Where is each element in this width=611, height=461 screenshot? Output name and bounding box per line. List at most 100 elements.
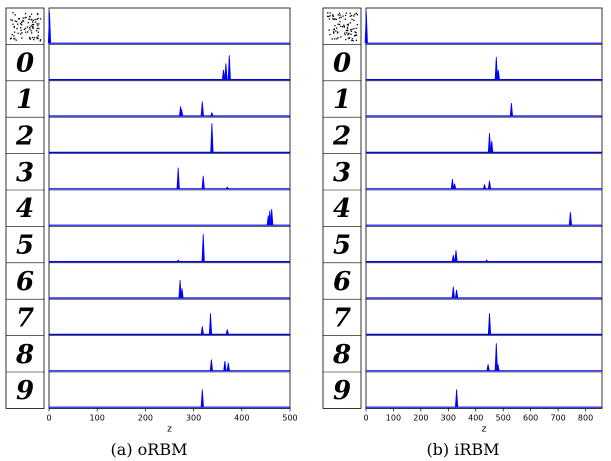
series-peak (210, 111, 214, 117)
noise-pixel (17, 32, 19, 34)
noise-pixel (13, 31, 16, 33)
noise-pixel (350, 30, 353, 32)
noise-pixel (355, 12, 358, 14)
noise-pixel (38, 23, 40, 25)
noise-pixel (14, 38, 16, 40)
noise-pixel (354, 31, 356, 33)
noise-pixel (27, 22, 29, 24)
digit-sample-image: 2 (332, 121, 351, 151)
noise-pixel (13, 26, 15, 28)
series-peak (364, 12, 368, 44)
noise-pixel (335, 18, 337, 20)
digit-sample-image: 4 (333, 194, 351, 224)
x-tick-label: 200 (138, 413, 153, 422)
panel-irbm: 0 1 2 3 4 5 6 7 8 9 0 100 200 300 400 500 600 700 800 z (322, 7, 603, 434)
series-peak (451, 286, 455, 299)
digit-sample-image: 0 (333, 49, 351, 79)
x-tick-label: 500 (496, 413, 511, 422)
series-peak (568, 212, 572, 226)
noise-sample-image (10, 12, 42, 42)
noise-sample-image (327, 12, 359, 42)
noise-pixel (347, 24, 349, 26)
series-peak (450, 179, 454, 189)
series-peak (486, 364, 490, 371)
series-row-5 (49, 189, 290, 226)
noise-pixel (349, 22, 351, 24)
series-peak (453, 183, 457, 189)
noise-pixel (36, 27, 38, 30)
series-peak (487, 313, 492, 335)
noise-pixel (338, 23, 341, 26)
noise-pixel (336, 27, 338, 29)
x-tick-label: 600 (523, 413, 538, 422)
series-peak (509, 102, 513, 117)
digit-sample-image: 8 (332, 340, 351, 370)
noise-pixel (19, 23, 22, 25)
noise-pixel (39, 39, 42, 41)
noise-pixel (334, 25, 336, 27)
series-peak (490, 141, 494, 153)
noise-pixel (344, 34, 346, 36)
noise-pixel (37, 17, 39, 19)
noise-pixel (32, 27, 34, 29)
noise-pixel (39, 18, 42, 20)
noise-pixel (334, 18, 336, 20)
x-tick-label: 0 (363, 413, 368, 422)
plot-frame (365, 7, 603, 409)
noise-pixel (346, 26, 349, 29)
noise-pixel (23, 28, 25, 31)
noise-pixel (332, 15, 334, 17)
noise-pixel (29, 26, 31, 28)
noise-pixel (333, 28, 335, 30)
noise-pixel (29, 38, 31, 40)
series-peak (227, 55, 231, 80)
noise-pixel (342, 15, 344, 17)
noise-pixel (337, 14, 339, 16)
series-row-0 (47, 12, 290, 44)
noise-pixel (336, 38, 338, 40)
noise-pixel (31, 24, 34, 26)
series-row-5 (366, 189, 602, 226)
series-peak (201, 175, 205, 189)
noise-pixel (34, 18, 36, 21)
series-peak (496, 364, 500, 371)
digit-sample-image: 3 (16, 158, 34, 188)
digit-sample-image: 3 (333, 158, 351, 188)
noise-pixel (16, 20, 18, 23)
series-row-7 (49, 262, 290, 299)
noise-pixel (351, 28, 353, 31)
noise-pixel (20, 24, 23, 26)
series-row-6 (49, 226, 290, 263)
noise-pixel (347, 34, 349, 36)
noise-pixel (32, 19, 35, 22)
noise-pixel (11, 19, 14, 22)
noise-pixel (351, 15, 353, 17)
series-row-9 (49, 335, 290, 372)
series-row-4 (366, 153, 602, 190)
noise-pixel (343, 26, 346, 28)
x-tick-label: 100 (386, 413, 401, 422)
series-peak (451, 255, 455, 262)
noise-pixel (351, 39, 353, 41)
noise-pixel (37, 31, 39, 33)
noise-pixel (332, 14, 334, 16)
x-tick-label: 400 (234, 413, 249, 422)
noise-pixel (12, 12, 14, 14)
series-peak (209, 359, 213, 371)
noise-pixel (37, 37, 39, 40)
series-peak (221, 69, 226, 80)
noise-pixel (22, 17, 24, 19)
noise-pixel (19, 33, 22, 35)
series-row-10 (366, 371, 602, 408)
digit-sample-image: 1 (16, 85, 34, 115)
noise-pixel (351, 18, 353, 21)
series-row-6 (366, 226, 602, 263)
noise-pixel (335, 30, 337, 32)
noise-pixel (349, 12, 351, 14)
noise-pixel (18, 18, 20, 20)
noise-pixel (37, 34, 39, 37)
series-row-3 (366, 116, 602, 153)
noise-pixel (334, 38, 336, 40)
series-peak (487, 180, 492, 189)
noise-pixel (345, 38, 347, 41)
